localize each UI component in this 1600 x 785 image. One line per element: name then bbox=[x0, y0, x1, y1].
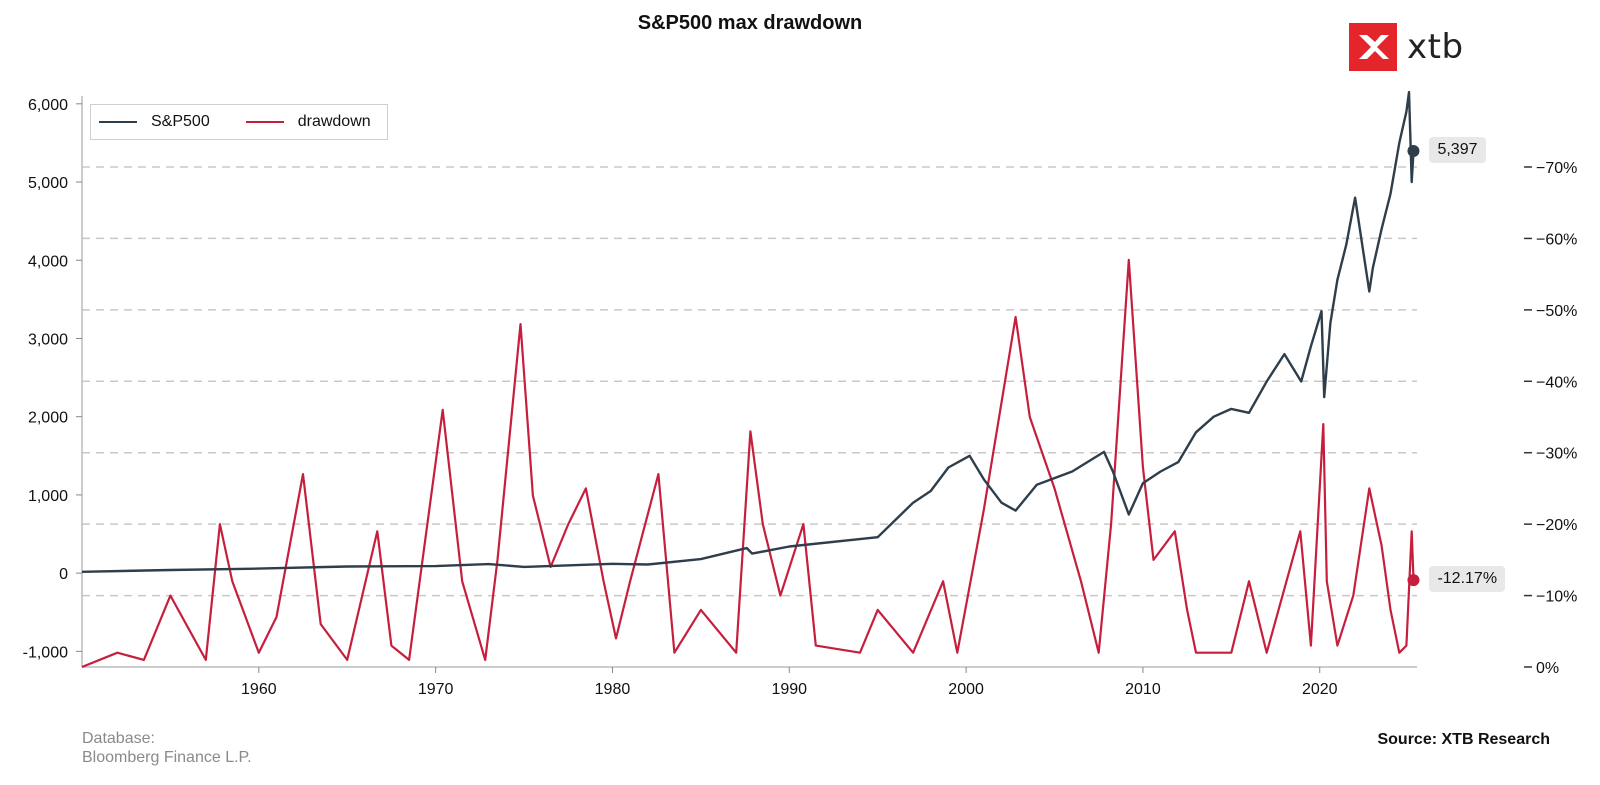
right-axis-tick-label: −60% bbox=[1536, 231, 1577, 248]
left-axis-tick-label: 5,000 bbox=[28, 175, 68, 192]
xtb-logo-text: xtb bbox=[1407, 27, 1464, 67]
x-axis-tick-label: 1980 bbox=[595, 681, 631, 698]
series-lines bbox=[81, 90, 1415, 669]
x-axis-tick-label: 2010 bbox=[1125, 681, 1161, 698]
axes: -1,000 0 1,000 2,000 3,000 4,000 5,000 6,000 196… bbox=[23, 96, 1577, 698]
legend-item-sp500: S&P500 bbox=[99, 113, 210, 131]
right-axis-tick-label: −30% bbox=[1536, 446, 1577, 463]
left-axis-tick-label: -1,000 bbox=[23, 644, 68, 661]
left-axis-tick-label: 1,000 bbox=[28, 488, 68, 505]
xtb-x-icon bbox=[1349, 23, 1397, 71]
left-axis-tick-label: 6,000 bbox=[28, 97, 68, 114]
left-axis-tick-label: 2,000 bbox=[28, 410, 68, 427]
drawdown-end-point bbox=[1407, 574, 1420, 587]
drawdown-last-value-badge: -12.17% bbox=[1429, 566, 1506, 593]
right-axis-tick-label: −40% bbox=[1536, 374, 1577, 391]
left-axis-tick-label: 0 bbox=[59, 566, 68, 583]
left-axis-tick-label: 3,000 bbox=[28, 331, 68, 348]
xtb-logo: xtb bbox=[1349, 23, 1464, 71]
right-axis-tick-label: −10% bbox=[1536, 589, 1577, 606]
source-note: Source: XTB Research bbox=[1377, 731, 1550, 748]
x-axis-tick-label: 1990 bbox=[771, 681, 807, 698]
right-axis-tick-label: −50% bbox=[1536, 303, 1577, 320]
database-value: Bloomberg Finance L.P. bbox=[82, 749, 252, 766]
legend: S&P500 drawdown bbox=[90, 104, 388, 140]
database-note: Database: Bloomberg Finance L.P. bbox=[82, 729, 252, 767]
legend-swatch-drawdown bbox=[245, 121, 284, 123]
right-axis-tick-label: 0% bbox=[1536, 660, 1559, 677]
chart-title: S&P500 max drawdown bbox=[637, 12, 863, 34]
end-markers bbox=[1407, 144, 1420, 587]
legend-item-drawdown: drawdown bbox=[245, 113, 371, 131]
legend-label-sp500: S&P500 bbox=[151, 113, 210, 130]
legend-swatch-sp500 bbox=[99, 121, 137, 123]
database-label: Database: bbox=[82, 730, 155, 747]
legend-label-drawdown: drawdown bbox=[297, 113, 371, 130]
sp500-end-point bbox=[1407, 144, 1420, 157]
right-axis-tick-label: −20% bbox=[1536, 517, 1577, 534]
grid-lines bbox=[82, 166, 1417, 597]
right-axis-tick-label: −70% bbox=[1536, 160, 1577, 177]
x-axis-tick-label: 1970 bbox=[418, 681, 454, 698]
x-axis-tick-label: 2000 bbox=[948, 681, 984, 698]
drawdown-line bbox=[81, 258, 1415, 669]
sp500-last-value-badge: 5,397 bbox=[1429, 136, 1486, 163]
left-axis-tick-label: 4,000 bbox=[28, 253, 68, 270]
x-axis-tick-label: 2020 bbox=[1302, 681, 1338, 698]
x-axis-tick-label: 1960 bbox=[241, 681, 277, 698]
sp500-line bbox=[81, 90, 1415, 573]
